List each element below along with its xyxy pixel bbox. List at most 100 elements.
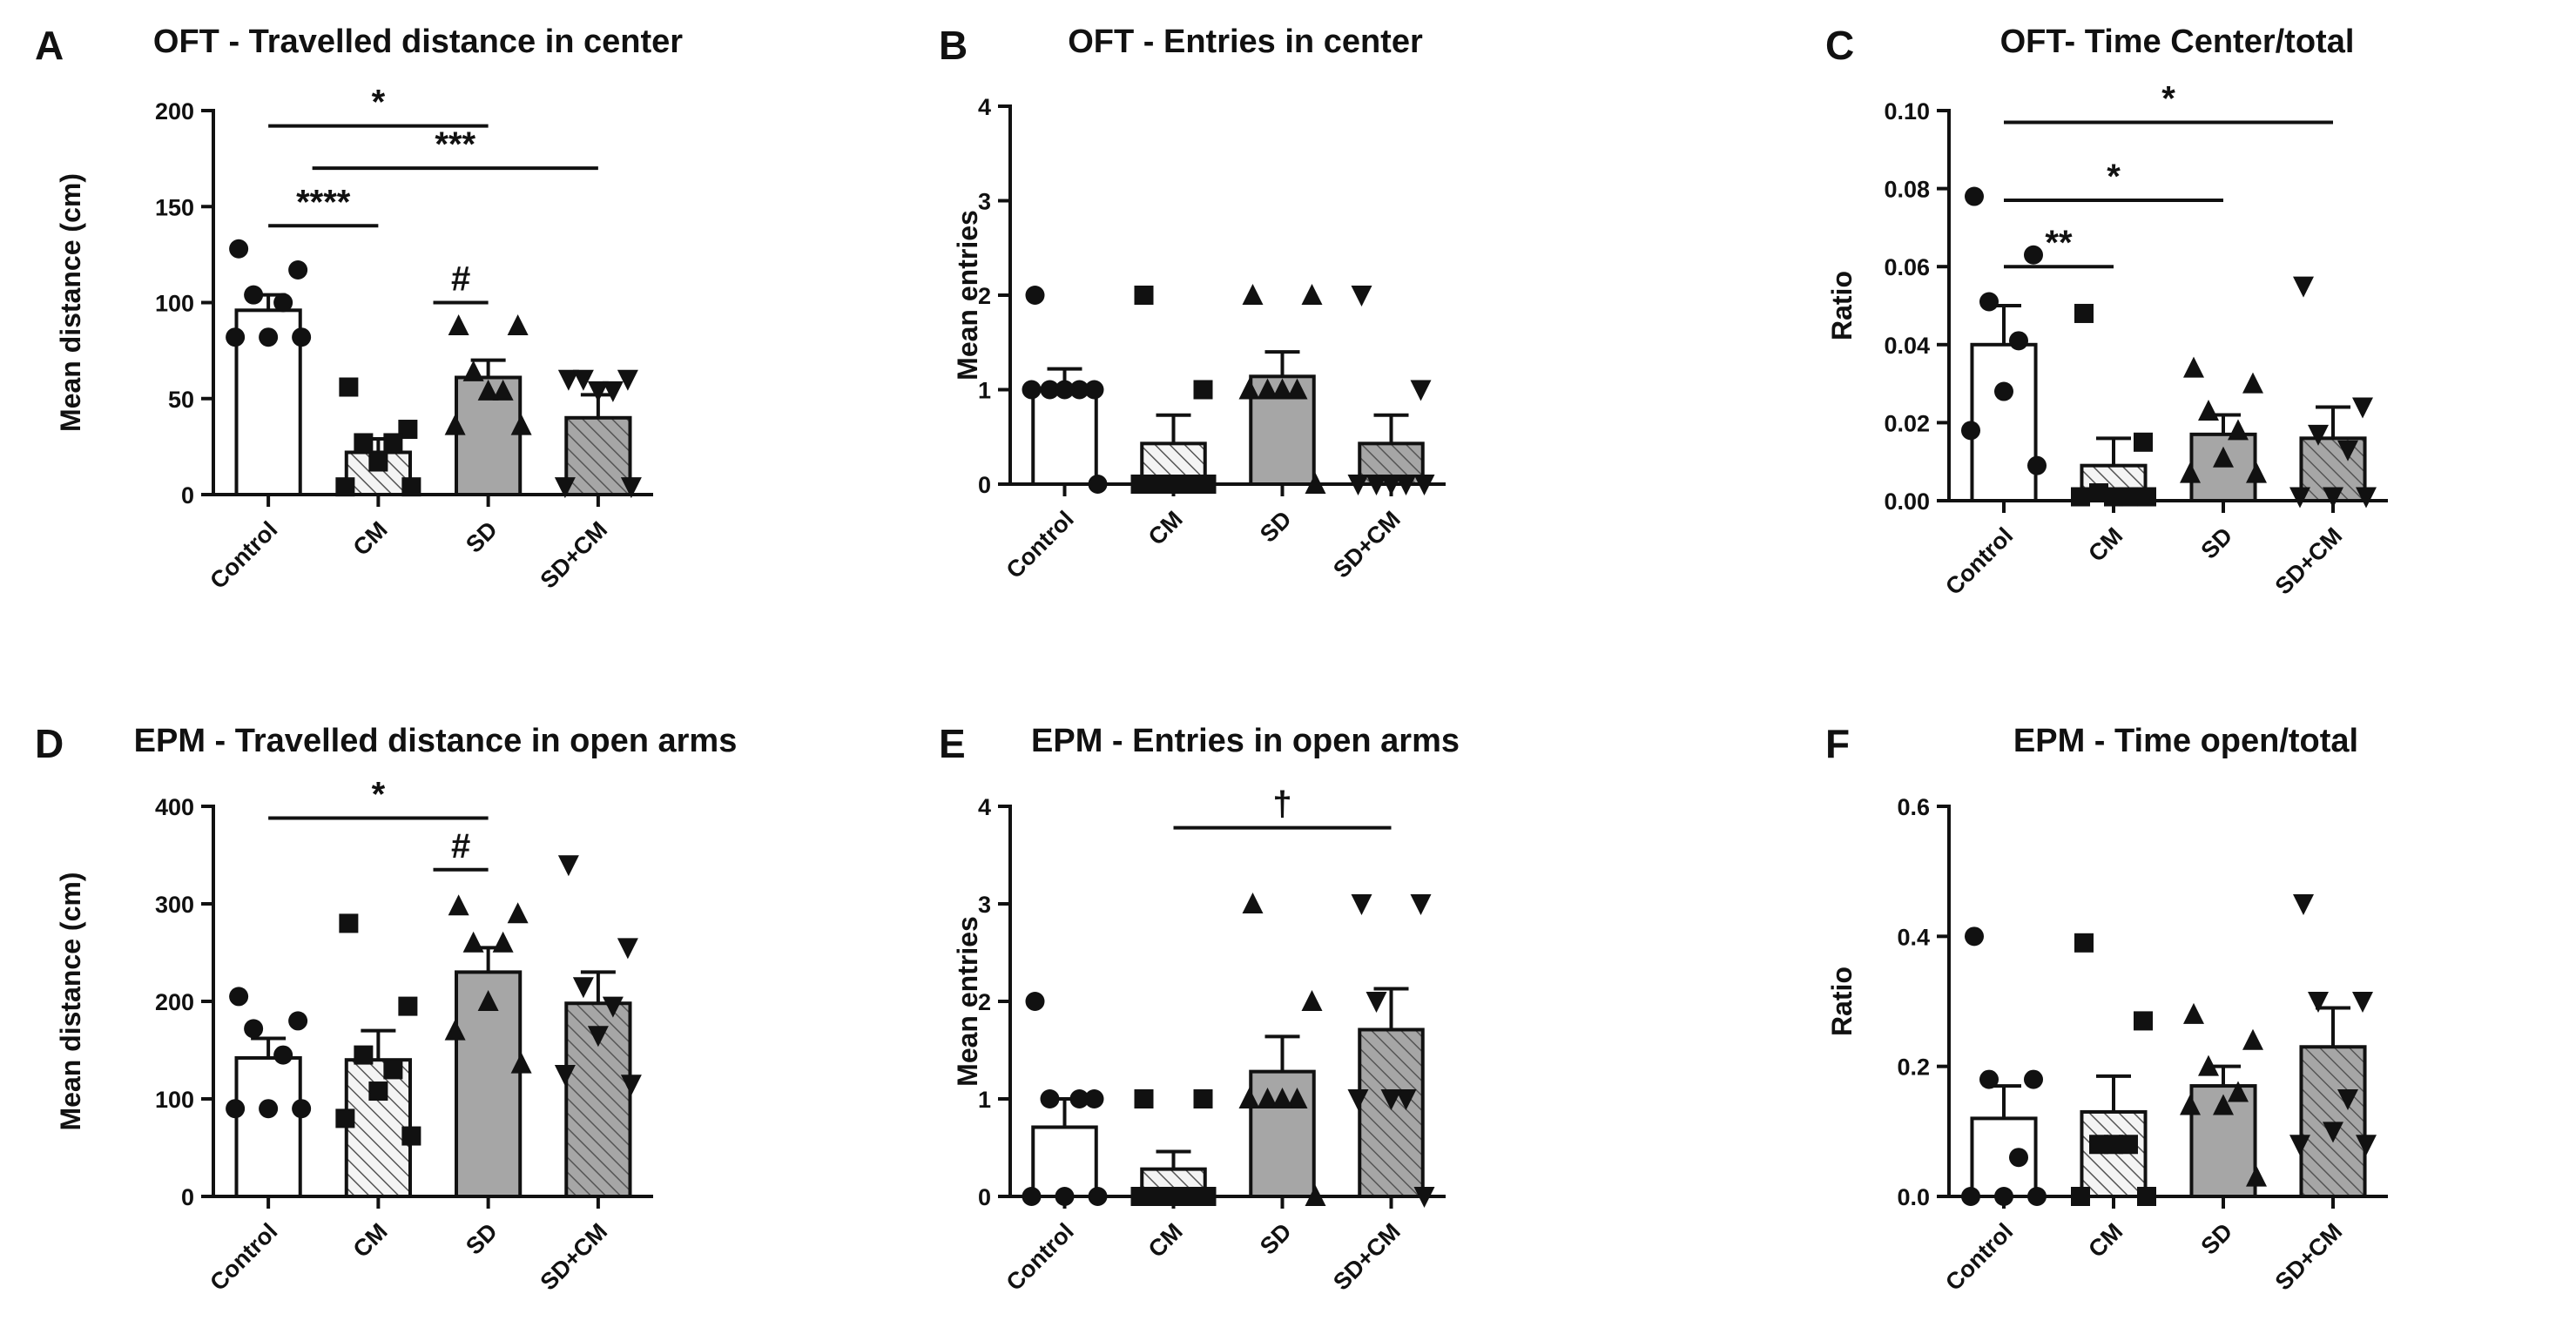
data-point [1040,1089,1060,1108]
data-point [2119,1135,2138,1155]
x-tick-label: Control [1001,506,1079,583]
data-point [510,414,532,435]
y-tick-label: 0.10 [1884,98,1930,125]
data-point [2180,462,2201,483]
data-point [572,369,594,391]
chart-title: EPM - Entries in open arms [1031,723,1460,759]
data-point [448,894,469,916]
data-point [383,1060,403,1080]
x-tick-label: Control [1940,522,2018,600]
data-point [1134,1089,1154,1108]
significance-label: † [1272,785,1291,824]
data-point [1961,421,1980,441]
y-tick-label: 2 [978,989,991,1015]
data-point [292,327,312,347]
panel-e: E EPM - Entries in open arms Mean entries 0… [939,721,1460,1296]
data-point [368,452,388,472]
data-point [587,1026,609,1048]
x-tick-label: CM [2083,522,2128,567]
data-point [226,327,246,347]
significance-label: * [372,775,386,813]
data-point [1347,1089,1369,1110]
data-point [1286,1088,1308,1108]
bar-sdpluscm [1358,1027,1425,1198]
y-tick-label: 100 [155,291,194,317]
chart-title: OFT - Entries in center [1068,24,1423,60]
data-point [2137,487,2156,507]
data-point [602,996,624,1018]
y-tick-label: 0 [978,472,991,498]
y-tick-label: 200 [155,98,194,125]
data-point [2009,1148,2028,1168]
y-tick-label: 100 [155,1087,194,1113]
data-point [2104,1135,2123,1155]
data-point [1979,1069,1999,1089]
data-point [1257,378,1278,400]
data-point [477,990,499,1011]
y-tick-label: 0.06 [1884,254,1930,280]
data-point [1084,1089,1104,1108]
data-point [2183,1002,2204,1024]
bar-sd [2189,432,2257,502]
x-tick-label: SD+CM [2270,1218,2348,1296]
panel-c: C OFT- Time Center/total Ratio 0.00 0.02 0.04… [1825,23,2388,600]
panel-b: B OFT - Entries in center Mean entries 0 1 2 3… [939,23,1446,583]
x-tick-label: CM [1143,506,1188,550]
data-point [2228,1081,2249,1102]
data-point [617,369,638,391]
x-tick-label: SD+CM [2270,522,2348,600]
data-point [2242,1028,2263,1050]
data-point [2293,894,2314,915]
bar-control [234,1055,302,1198]
x-tick-label: SD [1255,506,1297,548]
y-tick-label: 0.0 [1897,1184,1930,1210]
data-point [2242,372,2263,394]
x-tick-label: CM [348,1218,393,1263]
data-point [2228,419,2249,441]
data-point [2089,1135,2108,1155]
data-point [401,1126,421,1146]
data-point [1994,381,2013,401]
data-point [259,327,279,347]
data-point [2323,1122,2343,1143]
data-point [444,1019,466,1041]
y-axis-label: Mean entries [952,916,983,1087]
y-axis-label: Ratio [1826,271,1858,340]
data-point [1069,380,1089,400]
data-point [444,414,466,435]
data-point [2356,1135,2377,1156]
y-tick-label: 300 [155,892,194,918]
bar-control [1031,1125,1098,1198]
data-point [2213,446,2234,468]
y-tick-label: 0 [181,1184,194,1210]
data-point [2352,397,2373,419]
data-point [2337,440,2358,462]
bar-control [1031,387,1098,486]
y-tick-label: 400 [155,794,194,820]
x-tick-label: CM [348,516,393,561]
data-point [1242,284,1264,305]
data-point [462,931,484,953]
data-point [2074,303,2094,323]
data-point [1242,893,1264,913]
chart-title: OFT - Travelled distance in center [153,24,683,60]
data-point [335,1108,355,1129]
data-point [229,987,249,1007]
bar-sdpluscm [564,415,632,496]
panel-a: A OFT - Travelled distance in center Mean … [35,23,683,594]
data-point [229,239,249,259]
y-tick-label: 3 [978,189,991,215]
data-point [1055,380,1075,400]
data-point [492,379,514,401]
data-point [339,913,359,933]
y-tick-label: 0.6 [1897,794,1930,820]
data-point [1351,286,1372,307]
data-point [2246,1165,2267,1187]
y-tick-label: 0.08 [1884,177,1930,203]
data-point [1979,292,1999,312]
panel-letter: E [939,721,966,766]
data-point [1257,1088,1278,1108]
y-tick-label: 0.2 [1897,1054,1930,1081]
data-point [1084,380,1104,400]
